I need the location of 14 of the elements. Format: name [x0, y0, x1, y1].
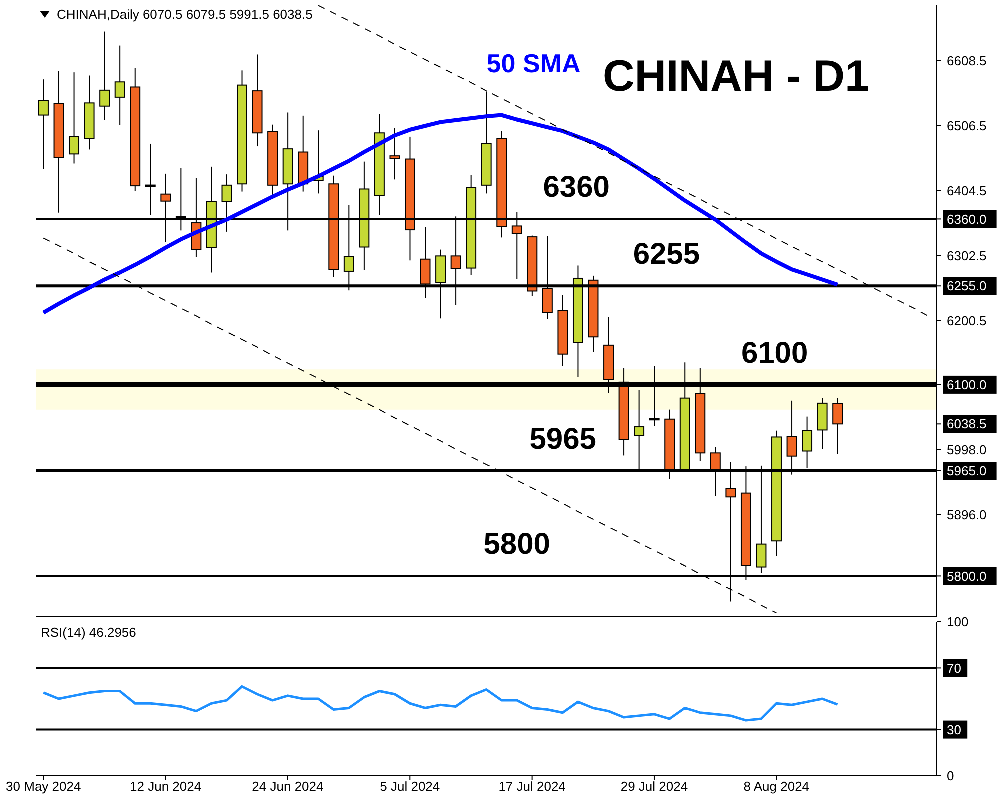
x-tick-label: 24 Jun 2024 — [252, 779, 324, 794]
x-tick-label: 29 Jul 2024 — [620, 779, 688, 794]
chart-title: RSI(14) 46.2956 — [41, 625, 136, 640]
x-tick-label: 17 Jul 2024 — [498, 779, 566, 794]
x-tick-label: 30 May 2024 — [6, 779, 82, 794]
x-tick-label: 8 Aug 2024 — [744, 779, 810, 794]
x-tick-label: 5 Jul 2024 — [380, 779, 440, 794]
y-tick-label: 30 — [947, 722, 962, 738]
line-series — [42, 685, 839, 722]
y-tick-label: 0 — [947, 768, 954, 784]
x-tick-label: 12 Jun 2024 — [130, 779, 202, 794]
y-tick-label: 70 — [947, 660, 962, 676]
candlestick — [38, 79, 49, 170]
y-tick-label: 100 — [947, 614, 969, 630]
